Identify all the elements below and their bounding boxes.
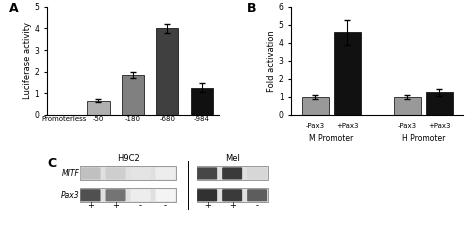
- Text: B: B: [247, 2, 256, 15]
- Text: +: +: [112, 201, 119, 210]
- Text: Pax3: Pax3: [61, 191, 79, 200]
- FancyBboxPatch shape: [197, 189, 217, 201]
- FancyBboxPatch shape: [155, 189, 176, 201]
- Text: +: +: [204, 201, 211, 210]
- Text: H9C2: H9C2: [117, 154, 139, 162]
- FancyBboxPatch shape: [197, 167, 217, 179]
- Y-axis label: Fold activation: Fold activation: [267, 30, 276, 92]
- FancyBboxPatch shape: [131, 189, 151, 201]
- Text: -Pax3: -Pax3: [398, 123, 417, 129]
- FancyBboxPatch shape: [105, 167, 125, 179]
- Bar: [197, 166, 268, 180]
- Bar: [197, 188, 268, 202]
- FancyBboxPatch shape: [222, 189, 242, 201]
- Bar: [334, 32, 360, 115]
- FancyBboxPatch shape: [131, 167, 151, 179]
- Bar: [80, 166, 176, 180]
- Text: +: +: [229, 201, 235, 210]
- Bar: [302, 97, 329, 115]
- Text: M Promoter: M Promoter: [309, 134, 353, 143]
- Text: -: -: [164, 201, 167, 210]
- FancyBboxPatch shape: [80, 167, 101, 179]
- FancyBboxPatch shape: [222, 167, 242, 179]
- Text: -: -: [256, 201, 259, 210]
- Text: A: A: [9, 2, 19, 15]
- FancyBboxPatch shape: [105, 189, 125, 201]
- FancyBboxPatch shape: [247, 189, 267, 201]
- Bar: [394, 97, 421, 115]
- Text: +Pax3: +Pax3: [336, 123, 358, 129]
- Bar: [80, 188, 176, 202]
- Text: C: C: [47, 157, 56, 170]
- Text: MITF: MITF: [61, 169, 79, 178]
- Bar: [87, 101, 110, 115]
- Text: H Promoter: H Promoter: [402, 134, 445, 143]
- FancyBboxPatch shape: [80, 189, 101, 201]
- Text: -: -: [139, 201, 142, 210]
- FancyBboxPatch shape: [155, 167, 176, 179]
- Bar: [190, 88, 213, 115]
- Y-axis label: Luciferase activity: Luciferase activity: [22, 22, 31, 99]
- Bar: [426, 92, 453, 115]
- FancyBboxPatch shape: [247, 167, 267, 179]
- Text: +Pax3: +Pax3: [428, 123, 451, 129]
- Bar: [156, 28, 178, 115]
- Text: Mel: Mel: [225, 154, 240, 162]
- Text: +: +: [87, 201, 94, 210]
- Text: -Pax3: -Pax3: [306, 123, 325, 129]
- Bar: [122, 75, 144, 115]
